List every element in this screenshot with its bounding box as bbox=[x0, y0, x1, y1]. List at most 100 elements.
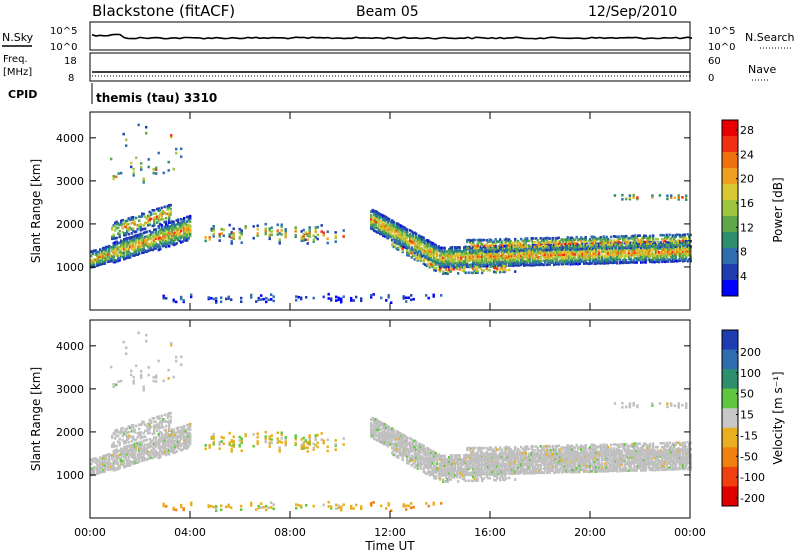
velocity-cell bbox=[126, 453, 129, 456]
power-cell bbox=[448, 256, 451, 259]
power-cell bbox=[475, 246, 478, 250]
power-cell bbox=[535, 255, 538, 259]
power-cell bbox=[419, 235, 422, 239]
velocity-cell bbox=[103, 467, 106, 471]
power-cell bbox=[106, 251, 109, 255]
velocity-cell bbox=[418, 457, 421, 461]
power-cell bbox=[106, 257, 109, 260]
power-cell bbox=[508, 262, 511, 266]
power-cell bbox=[168, 241, 171, 244]
power-cell bbox=[169, 203, 172, 207]
power-cell bbox=[581, 247, 584, 251]
velocity-cell bbox=[156, 425, 159, 429]
power-cell bbox=[123, 222, 126, 225]
power-cell bbox=[650, 248, 653, 252]
power-cell bbox=[536, 258, 539, 261]
power-cell bbox=[169, 236, 172, 239]
power-cell bbox=[387, 296, 390, 299]
velocity-cell bbox=[103, 464, 106, 467]
power-cell bbox=[394, 231, 397, 234]
power-cell bbox=[613, 255, 616, 259]
power-cell bbox=[394, 228, 397, 232]
power-cell bbox=[602, 245, 605, 249]
velocity-cell bbox=[121, 454, 124, 457]
power-cell bbox=[304, 238, 307, 241]
velocity-cell bbox=[106, 459, 109, 463]
power-cell bbox=[123, 238, 126, 241]
colorbar-swatch bbox=[722, 248, 738, 265]
velocity-cell bbox=[99, 469, 102, 472]
power-cell bbox=[466, 252, 469, 255]
power-cell bbox=[616, 257, 619, 261]
velocity-cell bbox=[163, 437, 166, 440]
power-cell bbox=[559, 259, 562, 262]
power-cell bbox=[428, 248, 431, 251]
power-cell bbox=[511, 260, 514, 264]
power-cell bbox=[442, 262, 445, 265]
power-cell bbox=[613, 257, 616, 260]
power-cell bbox=[130, 241, 133, 245]
velocity-cell bbox=[177, 446, 180, 450]
power-cell bbox=[661, 245, 664, 249]
velocity-cell bbox=[154, 455, 157, 458]
power-cell bbox=[178, 222, 181, 225]
power-cell bbox=[634, 251, 637, 254]
power-cell bbox=[314, 236, 317, 239]
power-cell bbox=[425, 242, 428, 246]
power-cell bbox=[105, 257, 108, 261]
power-cell bbox=[664, 252, 667, 256]
power-cell bbox=[494, 245, 497, 248]
velocity-cell bbox=[124, 451, 127, 454]
power-cell bbox=[614, 244, 617, 248]
velocity-cell bbox=[126, 427, 129, 431]
power-cell bbox=[530, 239, 533, 243]
power-cell bbox=[159, 228, 162, 232]
power-cell bbox=[596, 253, 599, 257]
velocity-cell bbox=[132, 424, 135, 427]
power-cell bbox=[452, 263, 455, 267]
velocity-cell bbox=[180, 363, 183, 366]
velocity-cell bbox=[151, 452, 154, 456]
power-cell bbox=[437, 247, 440, 250]
power-cell bbox=[166, 243, 169, 247]
power-cell bbox=[133, 239, 136, 242]
power-cell bbox=[244, 226, 247, 230]
power-cell bbox=[629, 261, 632, 264]
power-cell bbox=[640, 261, 643, 264]
velocity-cell bbox=[108, 460, 111, 464]
power-cell bbox=[169, 211, 172, 214]
power-cell bbox=[392, 241, 395, 245]
velocity-cell bbox=[268, 445, 271, 449]
power-cell bbox=[676, 233, 679, 236]
velocity-cell bbox=[168, 439, 171, 443]
velocity-cell bbox=[431, 471, 434, 474]
power-cell bbox=[551, 236, 554, 240]
velocity-cell bbox=[148, 423, 151, 427]
power-cell bbox=[557, 236, 560, 240]
velocity-cell bbox=[174, 445, 177, 449]
power-cell bbox=[466, 265, 469, 268]
velocity-cell bbox=[180, 433, 183, 437]
power-cell bbox=[302, 239, 305, 242]
power-cell bbox=[530, 256, 533, 259]
power-cell bbox=[652, 256, 655, 259]
power-cell bbox=[590, 235, 593, 239]
power-cell bbox=[230, 232, 233, 236]
power-cell bbox=[647, 252, 650, 256]
power-cell bbox=[679, 243, 682, 247]
power-cell bbox=[419, 256, 422, 260]
power-cell bbox=[590, 243, 593, 247]
power-cell bbox=[601, 257, 604, 261]
velocity-cell bbox=[139, 432, 142, 436]
power-cell bbox=[431, 242, 434, 245]
power-cell bbox=[638, 257, 641, 260]
velocity-cell bbox=[142, 459, 145, 462]
power-cell bbox=[590, 239, 593, 243]
velocity-cell bbox=[419, 462, 422, 466]
power-cell bbox=[109, 257, 112, 261]
power-cell bbox=[387, 294, 390, 297]
power-cell bbox=[150, 233, 153, 236]
power-cell bbox=[478, 259, 481, 262]
velocity-cell bbox=[147, 446, 150, 449]
power-cell bbox=[230, 231, 233, 234]
